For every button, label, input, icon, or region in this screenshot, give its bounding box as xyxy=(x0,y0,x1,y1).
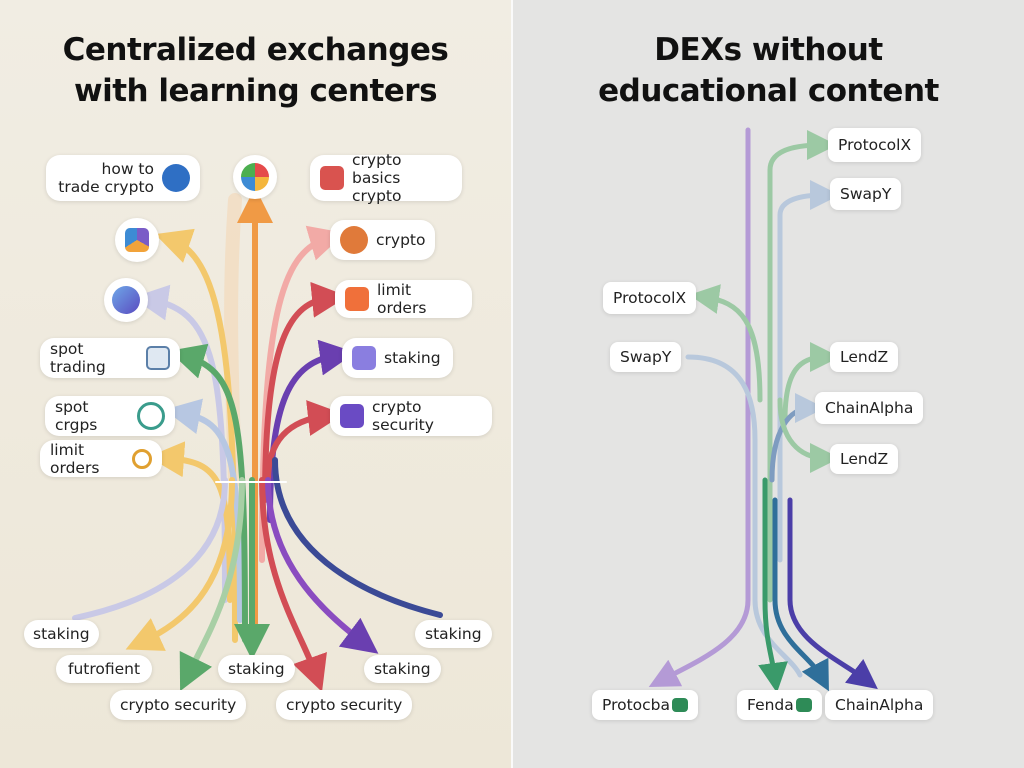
label-pill: staking xyxy=(218,655,295,683)
label-pill: ProtocolX xyxy=(603,282,697,314)
label: staking xyxy=(33,625,90,643)
label-pill: ChainAlpha xyxy=(825,690,934,720)
left-flows xyxy=(72,187,443,692)
right-panel: DEXs without educational content Protoco… xyxy=(513,0,1024,768)
icon xyxy=(104,278,148,322)
label: ProtocolX xyxy=(838,136,912,154)
label-pill: futrofient xyxy=(56,655,153,683)
label-pill: staking xyxy=(415,620,492,648)
divider xyxy=(511,0,513,768)
right-title: DEXs without educational content xyxy=(513,30,1024,112)
label: staking xyxy=(384,349,441,367)
label-pill: SwapY xyxy=(830,178,902,210)
title-line: educational content xyxy=(598,73,939,109)
label: crypto basics crypto xyxy=(352,151,402,205)
label-pill: crypto security xyxy=(276,690,413,720)
label-pill: crypto security xyxy=(330,396,492,436)
label: crypto xyxy=(376,231,426,249)
label-pill: ProtocolX xyxy=(828,128,922,162)
label-pill: staking xyxy=(24,620,99,648)
label-pill: ChainAlpha xyxy=(815,392,924,424)
label-pill: spot crgps xyxy=(45,396,175,436)
icon xyxy=(115,218,159,262)
label-pill: Protocba xyxy=(592,690,699,720)
label: crypto security xyxy=(120,696,237,714)
right-flows xyxy=(648,127,878,693)
label: staking xyxy=(425,625,482,643)
label: how to trade crypto xyxy=(58,160,154,196)
label: SwapY xyxy=(840,185,892,203)
label: staking xyxy=(374,660,431,678)
label: Protocba xyxy=(602,696,671,714)
left-title: Centralized exchanges with learning cent… xyxy=(0,30,511,112)
label-pill: crypto basics crypto xyxy=(310,151,462,205)
label: staking xyxy=(228,660,285,678)
label-pill: SwapY xyxy=(610,342,682,372)
label: spot trading xyxy=(50,340,106,376)
title-line: Centralized exchanges xyxy=(62,32,449,68)
label: crypto security xyxy=(372,398,434,434)
label-pill: Fenda xyxy=(737,690,822,720)
label: Fenda xyxy=(747,696,794,714)
icon xyxy=(233,155,277,199)
label-pill: staking xyxy=(342,338,453,378)
title-line: with learning centers xyxy=(73,73,438,109)
label-pill: limit orders xyxy=(40,440,162,477)
label: ChainAlpha xyxy=(835,696,924,714)
label-pill: LendZ xyxy=(830,342,899,372)
title-line: DEXs without xyxy=(654,32,883,68)
label: crypto security xyxy=(286,696,403,714)
label: ChainAlpha xyxy=(825,399,914,417)
label-pill: LendZ xyxy=(830,444,899,474)
label-pill: how to trade crypto xyxy=(46,155,200,201)
label: LendZ xyxy=(840,450,889,468)
label: LendZ xyxy=(840,348,889,366)
left-panel: Centralized exchanges with learning cent… xyxy=(0,0,511,768)
label-pill: crypto security xyxy=(110,690,247,720)
label: futrofient xyxy=(68,660,141,678)
label-pill: spot trading xyxy=(40,338,180,378)
label: limit orders xyxy=(50,440,100,477)
label: spot crgps xyxy=(55,398,98,434)
label-pill: limit orders xyxy=(335,280,472,318)
label-pill: crypto xyxy=(330,220,435,260)
label: limit orders xyxy=(377,281,427,317)
label: SwapY xyxy=(620,348,672,366)
label: ProtocolX xyxy=(613,289,687,307)
label-pill: staking xyxy=(364,655,441,683)
